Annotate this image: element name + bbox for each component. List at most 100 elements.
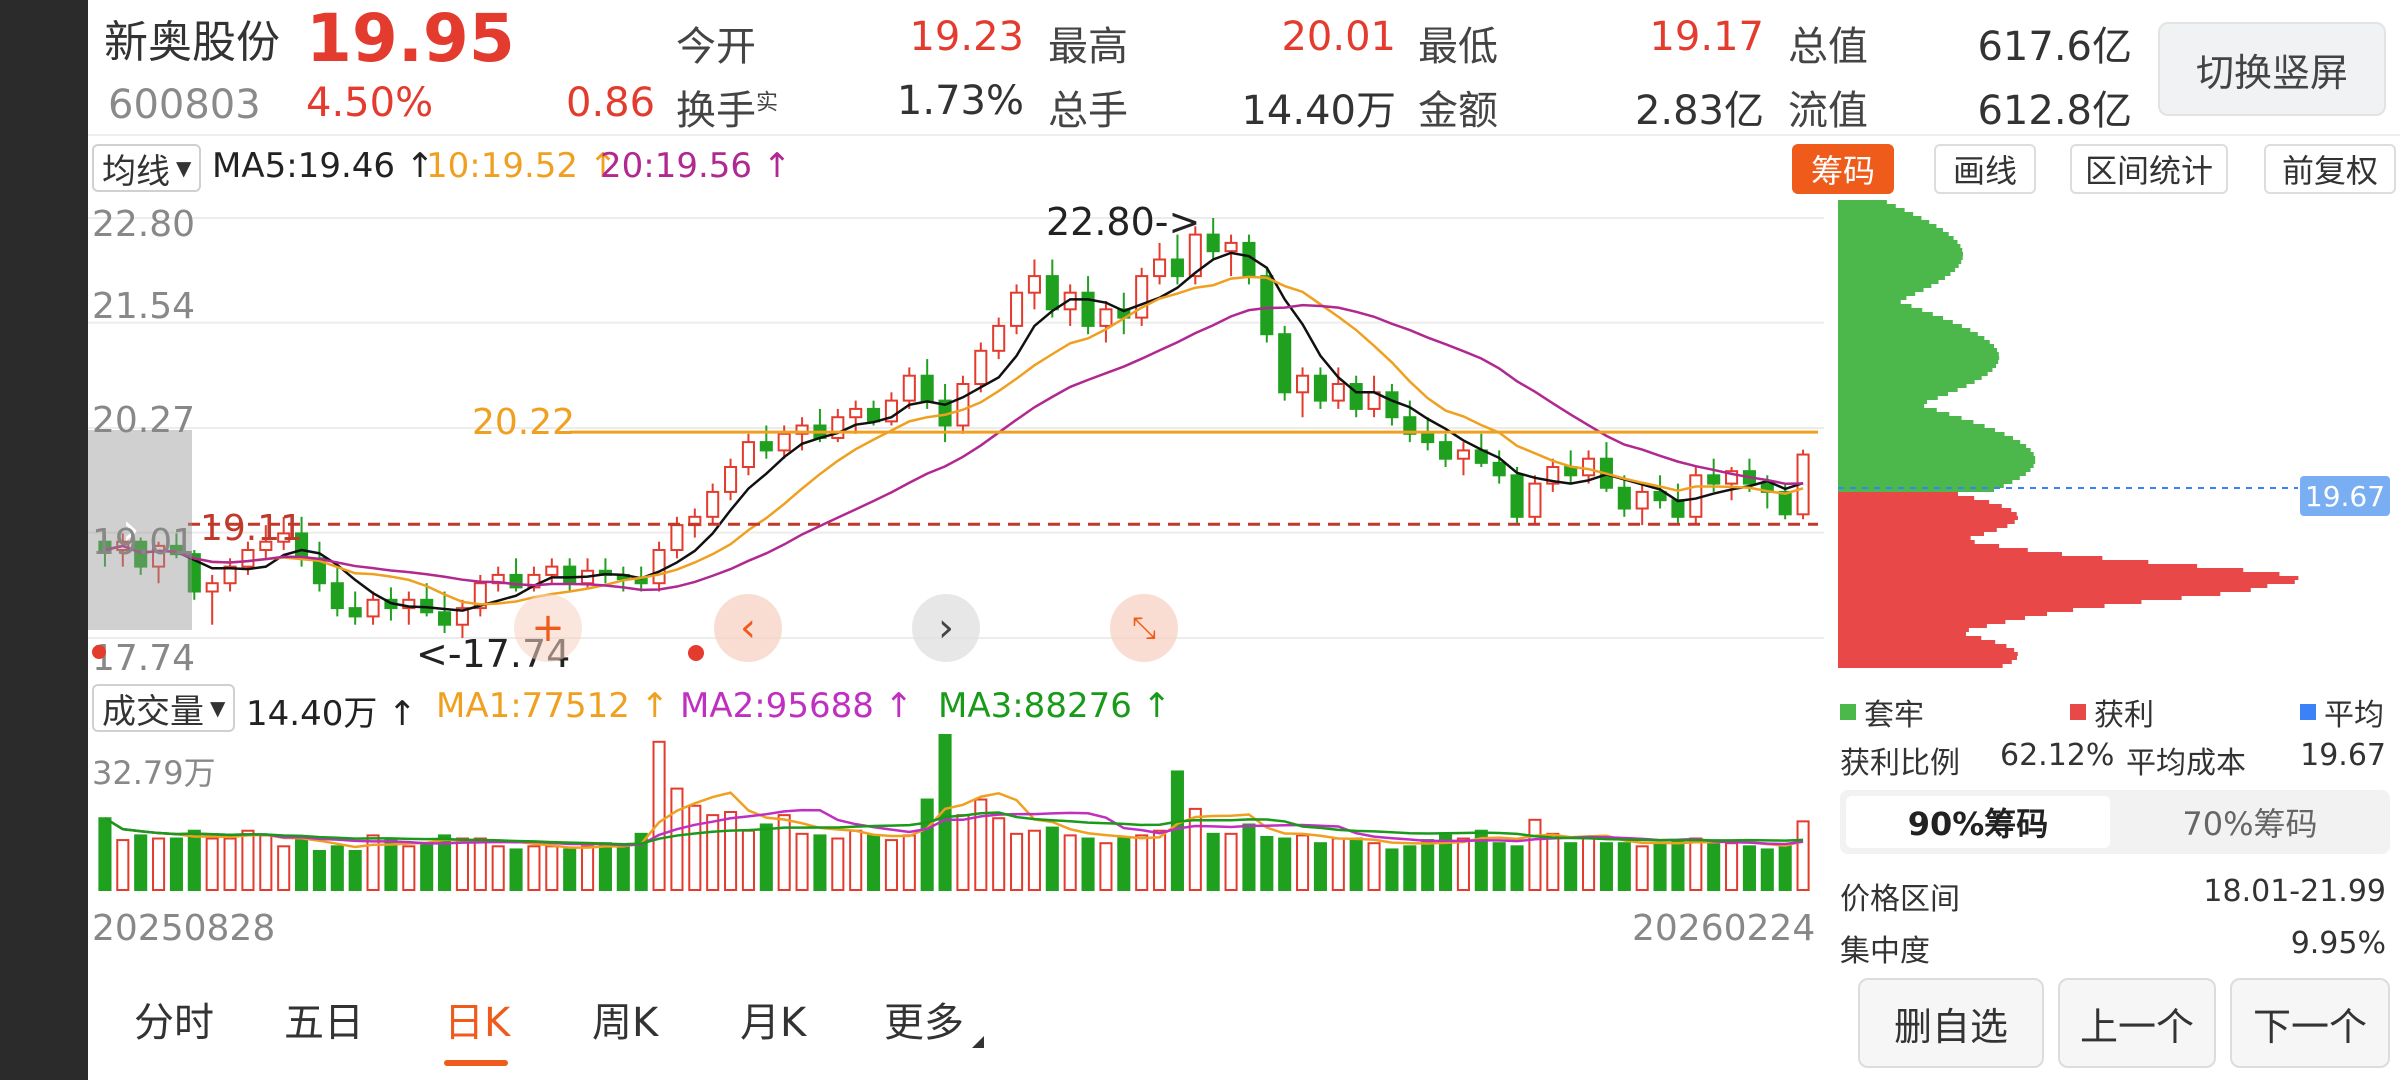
change-amount: 0.86 (566, 80, 656, 126)
volume-bar (1081, 837, 1095, 891)
quote-value-high: 20.01 (1281, 14, 1396, 60)
candle-body (1456, 449, 1470, 460)
more-corner-icon (972, 1036, 984, 1048)
volume-bar (598, 842, 612, 891)
candle-body (527, 573, 541, 589)
volume-ma3: MA3:88276 ↑ (938, 686, 1172, 726)
chip-bar-profit (1838, 648, 2015, 652)
range-stats-tag[interactable]: 区间统计 (2070, 144, 2228, 194)
event-marker[interactable] (92, 645, 106, 659)
tab-weekly-k[interactable]: 周K (592, 1000, 659, 1046)
chip-bar-trapped (1838, 408, 1937, 412)
volume-chart[interactable] (88, 734, 1824, 894)
chevron-left-icon[interactable]: ‹ (714, 594, 782, 662)
chip-bar-profit (1838, 612, 2048, 616)
concentration-value: 9.95% (2290, 926, 2386, 961)
remove-watchlist-button[interactable]: 删自选 (1858, 978, 2044, 1068)
chip-bar-profit (1838, 532, 1984, 536)
draw-line-tag[interactable]: 画线 (1934, 144, 2036, 194)
tab-70-chips[interactable]: 70%筹码 (2182, 805, 2318, 843)
chips-tag[interactable]: 筹码 (1792, 144, 1894, 194)
volume-bar (223, 837, 237, 891)
tab-monthly-k[interactable]: 月K (740, 1000, 807, 1046)
tab-daily-k[interactable]: 日K (444, 1000, 511, 1046)
chip-bar-trapped (1838, 248, 1963, 252)
previous-button[interactable]: 上一个 (2058, 978, 2216, 1068)
chip-bar-trapped (1838, 472, 2026, 476)
volume-bar (205, 837, 219, 891)
chip-bar-profit (1838, 508, 2012, 512)
chip-bar-profit (1838, 496, 1975, 500)
candle-body (169, 544, 183, 556)
volume-bar (366, 834, 380, 891)
candle-body (545, 565, 559, 576)
volume-bar (1063, 834, 1077, 891)
volume-bar (759, 823, 773, 891)
tab-five-day[interactable]: 五日 (284, 1000, 364, 1046)
side-drawer-handle[interactable]: › (88, 430, 192, 630)
chip-bar-trapped (1838, 460, 2036, 464)
zoom-in-icon[interactable]: + (514, 594, 582, 662)
volume-bar (670, 787, 684, 891)
tab-intraday[interactable]: 分时 (134, 1000, 214, 1046)
volume-bar (1224, 832, 1238, 891)
chip-bar-trapped (1838, 488, 1995, 492)
header-divider (88, 134, 2400, 136)
stock-price: 19.95 (306, 0, 515, 77)
chip-distribution-chart (1838, 200, 2299, 668)
candle-body (1617, 486, 1631, 510)
level-red-label: 19.11 (200, 508, 304, 549)
volume-bar (1188, 807, 1202, 891)
volume-bar (1331, 837, 1345, 891)
chip-bar-trapped (1838, 348, 1998, 352)
chevron-right-icon: › (122, 504, 140, 555)
switch-portrait-button[interactable]: 切换竖屏 (2158, 22, 2386, 116)
volume-bar (1027, 829, 1041, 891)
quote-value-amount: 2.83亿 (1634, 88, 1764, 134)
chip-bar-trapped (1838, 320, 1953, 324)
chip-bar-profit (1838, 524, 2008, 528)
candle-body (777, 432, 791, 452)
volume-bar (1278, 837, 1292, 891)
volume-bar (831, 837, 845, 891)
volume-max-label: 32.79万 (92, 754, 216, 792)
candle-body (831, 416, 845, 439)
chip-bar-trapped (1838, 356, 2000, 360)
volume-bar (1456, 837, 1470, 891)
kline-chart[interactable] (88, 196, 1824, 676)
candle-body (724, 466, 738, 493)
chip-bar-trapped (1838, 424, 1985, 428)
volume-bar (849, 829, 863, 891)
collapse-icon[interactable]: ⤡ (1110, 594, 1178, 662)
tab-90-chips[interactable]: 90%筹码 (1846, 796, 2110, 848)
ma-dropdown[interactable]: 均线 ▼ (92, 144, 202, 192)
volume-bar (1778, 845, 1792, 891)
candle-body (759, 441, 773, 452)
stock-name: 新奥股份 (104, 17, 280, 68)
volume-bar (634, 832, 648, 891)
candle-body (652, 549, 666, 585)
tab-more[interactable]: 更多 (884, 1000, 964, 1046)
indicator-dropdown[interactable]: 成交量 ▼ (92, 684, 236, 732)
candle-body (670, 524, 684, 552)
candle-body (402, 598, 416, 610)
quote-label-turnover: 换手实 (676, 88, 779, 134)
candle-body (992, 324, 1006, 352)
next-button[interactable]: 下一个 (2230, 978, 2390, 1068)
candle-body (1385, 391, 1399, 419)
volume-bar (956, 814, 970, 891)
volume-bar (741, 829, 755, 891)
chevron-right-icon[interactable]: › (912, 594, 980, 662)
event-marker[interactable] (688, 645, 704, 661)
quote-value-market-cap: 617.6亿 (1977, 24, 2132, 70)
chip-bar-trapped (1838, 336, 1985, 340)
candle-body (438, 611, 452, 626)
candle-body (1510, 474, 1524, 518)
chip-bar-profit (1838, 632, 1966, 636)
chip-bar-profit (1838, 660, 2012, 664)
volume-bar (509, 848, 523, 892)
chip-bar-trapped (1838, 440, 2021, 444)
candle-body (1653, 490, 1667, 502)
adjust-tag[interactable]: 前复权 (2264, 144, 2396, 194)
profit-ratio-label: 获利比例 (1840, 746, 1960, 781)
